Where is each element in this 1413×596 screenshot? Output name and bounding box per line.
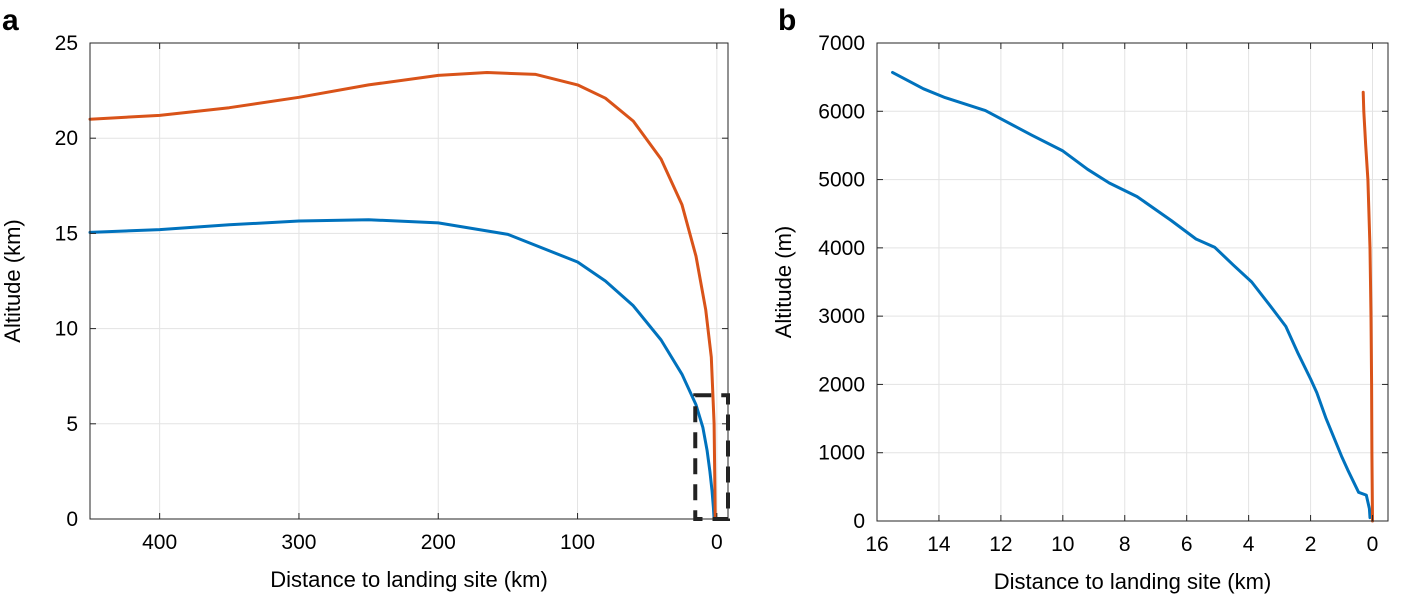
y-tick-label: 4000 [818, 237, 865, 260]
x-tick-label: 12 [989, 533, 1012, 556]
y-tick-label: 10 [55, 318, 78, 341]
y-tick-label: 0 [66, 508, 78, 531]
series-line-1 [88, 218, 716, 521]
x-tick-label: 0 [711, 531, 723, 554]
y-tick-label: 20 [55, 127, 78, 150]
panel-b-x-axis-label: Distance to landing site (km) [994, 569, 1272, 594]
series-line-2 [1361, 90, 1374, 523]
y-tick-label: 5 [66, 413, 78, 436]
panel-a-ticks: 400 300 200 100 0 0 5 10 15 20 25 [55, 32, 728, 554]
y-tick-label: 2000 [818, 373, 865, 396]
x-tick-label: 0 [1367, 533, 1379, 556]
x-tick-label: 100 [560, 531, 595, 554]
x-tick-label: 400 [142, 531, 177, 554]
series-line-2 [88, 71, 717, 521]
x-tick-label: 6 [1181, 533, 1193, 556]
panel-b-ticks: 16 14 12 10 8 6 4 2 0 0 1000 2000 3000 4000 5000 6000 70… [818, 32, 1388, 556]
panel-b-grid [876, 42, 1388, 522]
x-tick-label: 16 [865, 533, 888, 556]
panel-a-letter: a [2, 4, 19, 37]
x-tick-label: 8 [1119, 533, 1131, 556]
panel-a-y-axis-label: Altitude (km) [0, 219, 25, 342]
panel-a-x-axis-label: Distance to landing site (km) [270, 567, 548, 592]
panel-b-frame [876, 42, 1389, 522]
panel-b-letter: b [778, 4, 796, 37]
x-tick-label: 2 [1305, 533, 1317, 556]
panel-a-grid [90, 42, 728, 520]
y-tick-label: 25 [55, 32, 78, 55]
panel-a-series [88, 71, 717, 521]
y-tick-label: 0 [853, 510, 865, 533]
x-tick-label: 300 [281, 531, 316, 554]
series-line-1 [891, 70, 1372, 520]
y-tick-label: 7000 [818, 32, 865, 55]
y-tick-label: 1000 [818, 442, 865, 465]
x-tick-label: 4 [1243, 533, 1255, 556]
x-tick-label: 14 [927, 533, 951, 556]
panel-a: a 400 300 200 100 0 0 5 10 15 20 25 Distance to la… [0, 4, 731, 592]
x-tick-label: 10 [1051, 533, 1074, 556]
panel-b-y-axis-label: Altitude (m) [771, 226, 796, 338]
y-tick-label: 6000 [818, 100, 865, 123]
panel-b: b 16 14 12 10 8 6 4 2 0 0 1000 2000 3000 4000 5000 6000… [771, 4, 1389, 594]
y-tick-label: 3000 [818, 305, 865, 328]
panel-a-frame [89, 42, 729, 520]
y-tick-label: 5000 [818, 169, 865, 192]
panel-b-series [891, 70, 1374, 523]
x-tick-label: 200 [421, 531, 456, 554]
y-tick-label: 15 [55, 222, 78, 245]
